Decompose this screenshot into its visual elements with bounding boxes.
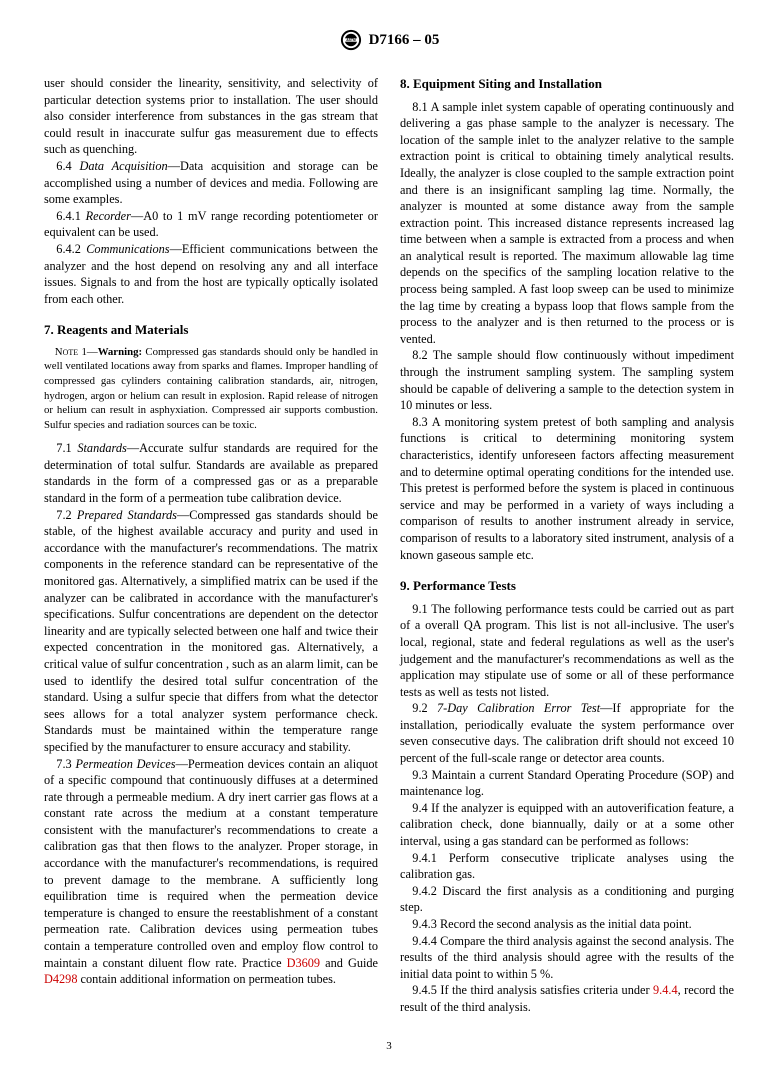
para-label: Permeation Devices: [75, 757, 175, 771]
paragraph-7-1: 7.1 Standards—Accurate sulfur standards …: [44, 440, 378, 506]
paragraph-8-1: 8.1 A sample inlet system capable of ope…: [400, 99, 734, 348]
paragraph-9-4-4: 9.4.4 Compare the third analysis against…: [400, 933, 734, 983]
paragraph-7-3: 7.3 Permeation Devices—Permeation device…: [44, 756, 378, 988]
section-8-heading: 8. Equipment Siting and Installation: [400, 75, 734, 93]
reference-link-d3609[interactable]: D3609: [287, 956, 320, 970]
para-label: Standards: [77, 441, 126, 455]
content-columns: user should consider the linearity, sens…: [44, 75, 734, 1016]
paragraph-9-4-1: 9.4.1 Perform consecutive triplicate ana…: [400, 850, 734, 883]
paragraph-9-4-3: 9.4.3 Record the second analysis as the …: [400, 916, 734, 933]
note-1: Note 1—Warning: Compressed gas standards…: [44, 345, 378, 432]
note-label: Note: [55, 346, 78, 358]
para-text: —Permeation devices contain an aliquot o…: [44, 757, 378, 970]
paragraph-6-4-2: 6.4.2 Communications—Efficient communica…: [44, 241, 378, 307]
section-7-heading: 7. Reagents and Materials: [44, 321, 378, 339]
page-header: ASTM D7166 – 05: [44, 28, 734, 57]
astm-logo-icon: ASTM: [339, 28, 363, 52]
note-warning: Warning:: [98, 346, 142, 358]
document-page: ASTM D7166 – 05 user should consider the…: [0, 0, 778, 1092]
paragraph-7-2: 7.2 Prepared Standards—Compressed gas st…: [44, 507, 378, 756]
para-label: Prepared Standards: [77, 508, 177, 522]
paragraph-9-3: 9.3 Maintain a current Standard Operatin…: [400, 767, 734, 800]
paragraph-9-4: 9.4 If the analyzer is equipped with an …: [400, 800, 734, 850]
note-number: 1—: [78, 346, 98, 358]
para-text: —Compressed gas standards should be stab…: [44, 508, 378, 754]
note-text: Compressed gas standards should only be …: [44, 346, 378, 431]
paragraph-6-4-1: 6.4.1 Recorder—A0 to 1 mV range recordin…: [44, 208, 378, 241]
para-number: 9.2: [412, 701, 437, 715]
page-number: 3: [44, 1040, 734, 1052]
intro-paragraph: user should consider the linearity, sens…: [44, 75, 378, 158]
reference-link-9-4-4[interactable]: 9.4.4: [653, 983, 678, 997]
reference-link-d4298[interactable]: D4298: [44, 972, 77, 986]
paragraph-8-2: 8.2 The sample should flow continuously …: [400, 347, 734, 413]
para-text: 9.4.5 If the third analysis satisfies cr…: [412, 983, 653, 997]
para-number: 6.4: [56, 159, 79, 173]
para-text: and Guide: [320, 956, 378, 970]
paragraph-9-4-5: 9.4.5 If the third analysis satisfies cr…: [400, 982, 734, 1015]
section-9-heading: 9. Performance Tests: [400, 577, 734, 595]
para-label: Recorder: [86, 209, 131, 223]
paragraph-6-4: 6.4 Data Acquisition—Data acquisition an…: [44, 158, 378, 208]
para-label: Communications: [86, 242, 169, 256]
para-number: 6.4.1: [56, 209, 85, 223]
svg-text:ASTM: ASTM: [346, 38, 356, 42]
para-number: 7.2: [56, 508, 77, 522]
standard-designation: D7166 – 05: [369, 32, 440, 49]
para-number: 7.3: [56, 757, 75, 771]
paragraph-9-2: 9.2 7-Day Calibration Error Test—If appr…: [400, 700, 734, 766]
para-number: 7.1: [56, 441, 77, 455]
para-number: 6.4.2: [56, 242, 86, 256]
paragraph-9-1: 9.1 The following performance tests coul…: [400, 601, 734, 701]
para-label: Data Acquisition: [79, 159, 167, 173]
paragraph-9-4-2: 9.4.2 Discard the first analysis as a co…: [400, 883, 734, 916]
para-text: contain additional information on permea…: [77, 972, 336, 986]
paragraph-8-3: 8.3 A monitoring system pretest of both …: [400, 414, 734, 563]
para-label: 7-Day Calibration Error Test: [437, 701, 600, 715]
